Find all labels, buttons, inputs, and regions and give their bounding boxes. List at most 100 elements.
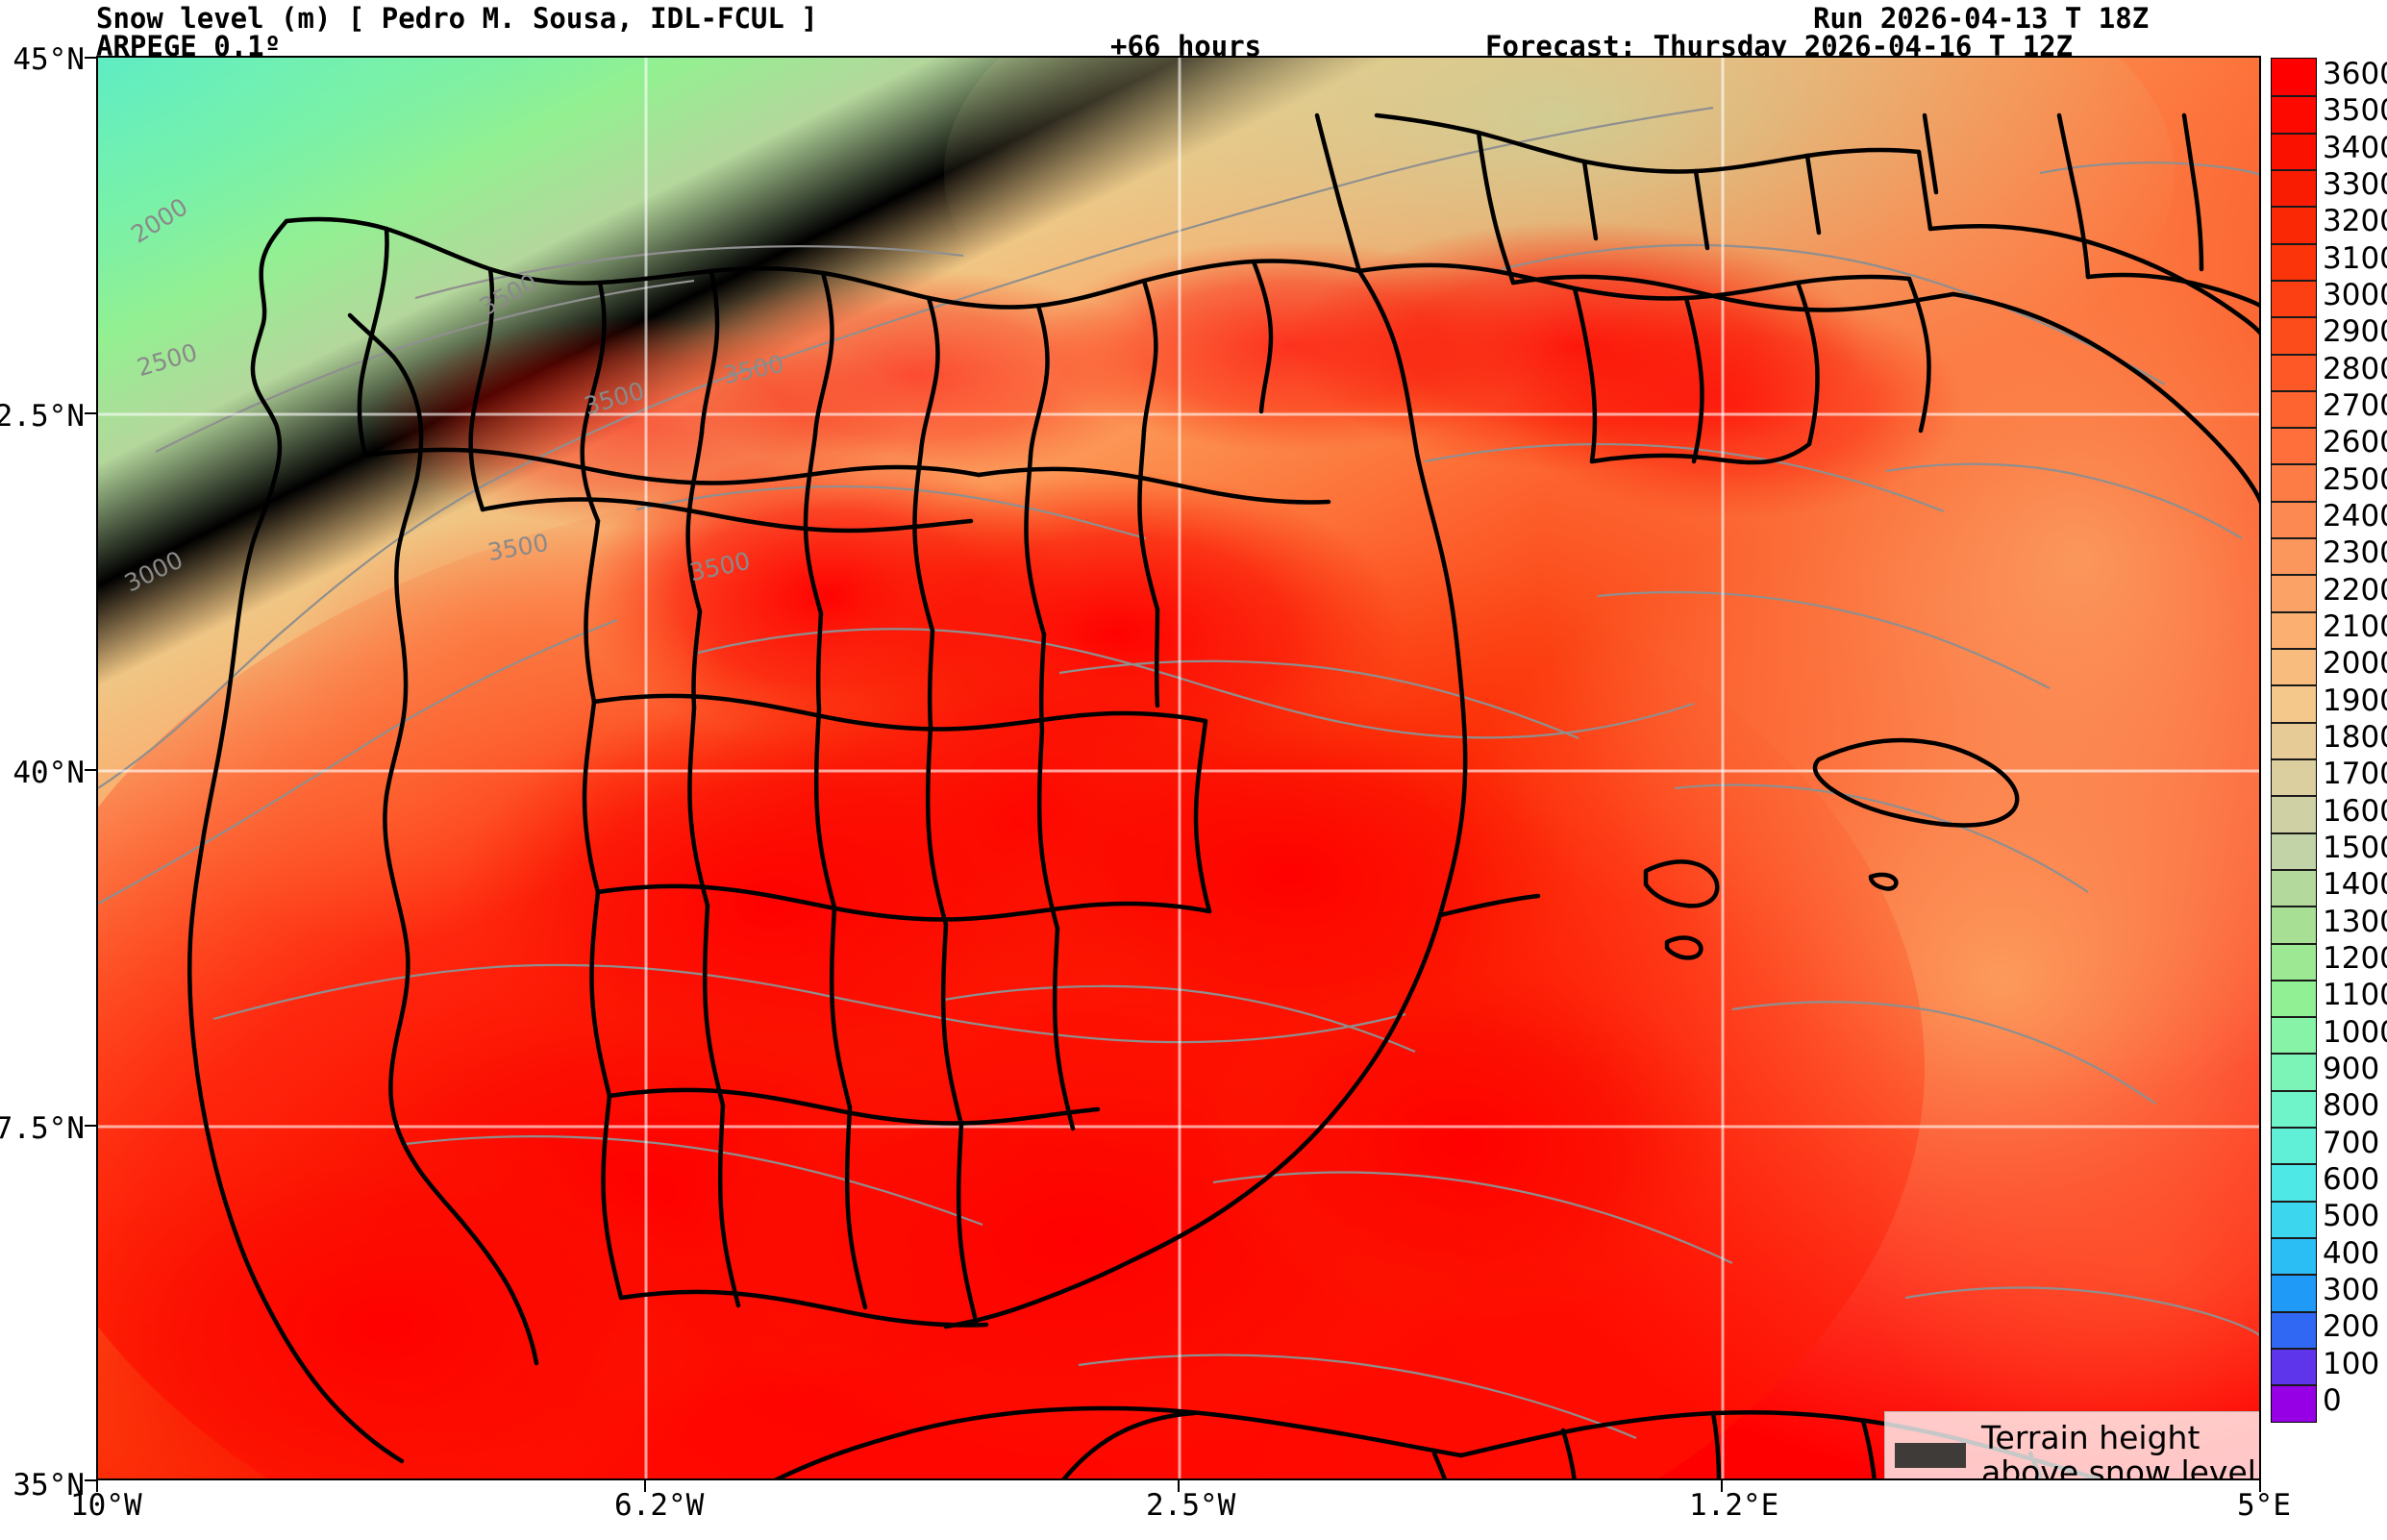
colorbar-tick-line (2272, 427, 2316, 430)
terrain-swatch-icon (1895, 1443, 1966, 1468)
colorbar-tick-label: 2000 (2323, 646, 2387, 682)
x-tick-mark-4 (2259, 1480, 2261, 1492)
colorbar-tick-line (2272, 610, 2316, 613)
x-tick-mark-2 (1178, 1480, 1180, 1492)
colorbar-tick-label: 2600 (2323, 425, 2387, 460)
colorbar-segment (2272, 1347, 2316, 1385)
colorbar-segment (2272, 1053, 2316, 1090)
colorbar-tick-line (2272, 832, 2316, 834)
colorbar-tick-label: 3200 (2323, 204, 2387, 239)
terrain-legend-line1: Terrain height (1981, 1419, 2201, 1457)
colorbar-segment (2272, 1310, 2316, 1348)
y-tick-label-2: 40°N (12, 756, 85, 790)
colorbar-tick-label: 100 (2323, 1346, 2380, 1381)
map-canvas: 2000 2500 3000 3500 3500 3500 3500 3500 … (98, 58, 2259, 1478)
colorbar-tick-label: 400 (2323, 1235, 2380, 1271)
y-tick-label-3: 37.5°N (0, 1111, 85, 1146)
colorbar-tick-line (2272, 537, 2316, 540)
colorbar-tick-line (2272, 1200, 2316, 1203)
colorbar-tick-line (2272, 132, 2316, 135)
colorbar-tick-line (2272, 1237, 2316, 1239)
colorbar-tick-line (2272, 353, 2316, 356)
colorbar-segment (2272, 1384, 2316, 1422)
colorbar-tick-label: 3400 (2323, 130, 2387, 165)
colorbar-tick-line (2272, 206, 2316, 209)
run-label: Run 2026-04-13 T 18Z (1813, 2, 2150, 35)
colorbar-segment (2272, 979, 2316, 1017)
colorbar-tick-line (2272, 942, 2316, 945)
colorbar-tick-label: 1700 (2323, 757, 2387, 792)
colorbar-tick-label: 2800 (2323, 351, 2387, 386)
colorbar-tick-line (2272, 979, 2316, 981)
colorbar-segment (2272, 242, 2316, 280)
colorbar-tick-label: 2300 (2323, 535, 2387, 571)
colorbar-tick-label: 900 (2323, 1051, 2380, 1086)
y-tick-mark-3 (85, 1125, 96, 1127)
x-tick-label-3: 1.2°E (1689, 1488, 1779, 1523)
x-tick-label-0: 10°W (70, 1488, 142, 1523)
colorbar-segment (2272, 427, 2316, 464)
x-tick-mark-1 (644, 1480, 646, 1492)
colorbar-tick-label: 300 (2323, 1272, 2380, 1307)
colorbar-tick-label: 2500 (2323, 461, 2387, 497)
colorbar-tick-label: 800 (2323, 1088, 2380, 1124)
colorbar-tick-line (2272, 389, 2316, 392)
colorbar-segment (2272, 1237, 2316, 1275)
colorbar-tick-label: 3000 (2323, 278, 2387, 313)
colorbar-tick-line (2272, 758, 2316, 760)
x-tick-label-4: 5°E (2237, 1488, 2291, 1523)
terrain-legend: Terrain height above snow level (1884, 1411, 2259, 1478)
colorbar-segment (2272, 316, 2316, 354)
colorbar-tick-label: 1400 (2323, 867, 2387, 903)
x-tick-label-2: 2.5°W (1146, 1488, 1236, 1523)
terrain-legend-text: Terrain height above snow level (1981, 1419, 2256, 1478)
x-tick-label-1: 6.2°W (614, 1488, 705, 1523)
colorbar-segment (2272, 1274, 2316, 1311)
colorbar-segment (2272, 463, 2316, 501)
colorbar-tick-line (2272, 684, 2316, 687)
colorbar-segment (2272, 353, 2316, 390)
colorbar-tick-line (2272, 1053, 2316, 1056)
colorbar-tick-line (2272, 795, 2316, 798)
colorbar-tick-line (2272, 500, 2316, 503)
country-borders (186, 112, 2259, 1478)
colorbar[interactable] (2271, 58, 2317, 1423)
colorbar-tick-line (2272, 1310, 2316, 1313)
colorbar-segment (2272, 906, 2316, 943)
colorbar-tick-line (2272, 1163, 2316, 1166)
colorbar-tick-label: 3100 (2323, 240, 2387, 276)
colorbar-tick-label: 1200 (2323, 940, 2387, 976)
map-gridlines (98, 58, 2259, 1478)
colorbar-tick-line (2272, 906, 2316, 908)
colorbar-tick-line (2272, 316, 2316, 319)
snow-level-map[interactable]: 2000 2500 3000 3500 3500 3500 3500 3500 … (96, 56, 2261, 1480)
colorbar-segment (2272, 648, 2316, 685)
colorbar-segment (2272, 758, 2316, 796)
y-tick-mark-2 (85, 769, 96, 771)
colorbar-tick-label: 600 (2323, 1161, 2380, 1197)
y-tick-label-1: 42.5°N (0, 399, 85, 434)
colorbar-tick-label: 1900 (2323, 683, 2387, 718)
colorbar-segment (2272, 868, 2316, 907)
colorbar-tick-label: 2100 (2323, 609, 2387, 645)
colorbar-tick-line (2272, 1274, 2316, 1277)
header: Snow level (m) [ Pedro M. Sousa, IDL-FCU… (0, 0, 2387, 62)
colorbar-segment (2272, 1163, 2316, 1201)
colorbar-tick-label: 1100 (2323, 978, 2387, 1013)
colorbar-tick-label: 2700 (2323, 388, 2387, 424)
colorbar-segment (2272, 1016, 2316, 1054)
x-tick-mark-3 (1721, 1480, 1723, 1492)
colorbar-tick-line (2272, 868, 2316, 871)
colorbar-segment (2272, 1089, 2316, 1128)
colorbar-segment (2272, 168, 2316, 207)
colorbar-segment (2272, 537, 2316, 575)
x-tick-mark-0 (96, 1480, 98, 1492)
colorbar-tick-label: 700 (2323, 1125, 2380, 1160)
colorbar-segment (2272, 132, 2316, 169)
colorbar-tick-label: 3600 (2323, 57, 2387, 92)
colorbar-tick-label: 2400 (2323, 499, 2387, 534)
map-svg (98, 58, 2259, 1478)
colorbar-tick-line (2272, 648, 2316, 650)
colorbar-segment (2272, 1127, 2316, 1164)
